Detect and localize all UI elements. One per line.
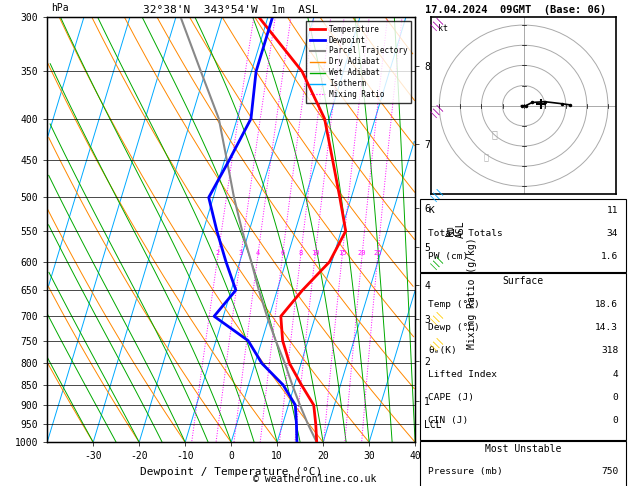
Text: 2: 2 (216, 250, 220, 256)
Text: 0: 0 (613, 393, 618, 402)
Text: Most Unstable: Most Unstable (485, 444, 562, 454)
Text: Mixing Ratio (g/kg): Mixing Ratio (g/kg) (467, 238, 477, 349)
Text: 18.6: 18.6 (595, 300, 618, 309)
Text: Dewp (°C): Dewp (°C) (428, 323, 480, 332)
Text: |||: ||| (429, 101, 445, 118)
Text: 750: 750 (601, 467, 618, 476)
Text: Pressure (mb): Pressure (mb) (428, 467, 503, 476)
Text: kt: kt (438, 24, 448, 33)
Text: 3: 3 (239, 250, 243, 256)
Text: ⛹: ⛹ (483, 154, 488, 163)
Text: K: K (428, 206, 434, 215)
Text: |||: ||| (429, 253, 445, 270)
Text: PW (cm): PW (cm) (428, 252, 469, 261)
Text: 6: 6 (281, 250, 284, 256)
Text: Lifted Index: Lifted Index (428, 369, 498, 379)
Text: hPa: hPa (51, 3, 69, 13)
Text: 11: 11 (607, 206, 618, 215)
Text: 34: 34 (607, 229, 618, 238)
Text: Totals Totals: Totals Totals (428, 229, 503, 238)
Bar (420, 441, 626, 486)
Text: 14.3: 14.3 (595, 323, 618, 332)
Text: 4: 4 (613, 369, 618, 379)
Text: 4: 4 (255, 250, 260, 256)
Title: 32°38'N  343°54'W  1m  ASL: 32°38'N 343°54'W 1m ASL (143, 5, 319, 15)
Text: |||: ||| (429, 334, 445, 351)
Text: 1.6: 1.6 (601, 252, 618, 261)
Text: CIN (J): CIN (J) (428, 416, 469, 425)
Text: 17.04.2024  09GMT  (Base: 06): 17.04.2024 09GMT (Base: 06) (425, 4, 606, 15)
Text: 20: 20 (358, 250, 366, 256)
Text: 318: 318 (601, 346, 618, 355)
Text: |||: ||| (429, 308, 445, 325)
Bar (420, 274, 626, 439)
Text: |||: ||| (429, 15, 445, 31)
Legend: Temperature, Dewpoint, Parcel Trajectory, Dry Adiabat, Wet Adiabat, Isotherm, Mi: Temperature, Dewpoint, Parcel Trajectory… (306, 21, 411, 103)
Text: ⛹: ⛹ (491, 129, 497, 139)
Text: θₑ(K): θₑ(K) (428, 346, 457, 355)
Text: © weatheronline.co.uk: © weatheronline.co.uk (253, 473, 376, 484)
Text: 10: 10 (311, 250, 320, 256)
X-axis label: Dewpoint / Temperature (°C): Dewpoint / Temperature (°C) (140, 467, 322, 477)
Text: 0: 0 (613, 416, 618, 425)
Y-axis label: km
ASL: km ASL (445, 221, 466, 239)
Text: |||: ||| (429, 185, 445, 202)
Text: 15: 15 (338, 250, 347, 256)
Text: CAPE (J): CAPE (J) (428, 393, 474, 402)
Text: 8: 8 (299, 250, 303, 256)
Text: Surface: Surface (503, 277, 544, 286)
Text: 25: 25 (374, 250, 382, 256)
Text: Temp (°C): Temp (°C) (428, 300, 480, 309)
Bar (420, 199, 626, 272)
